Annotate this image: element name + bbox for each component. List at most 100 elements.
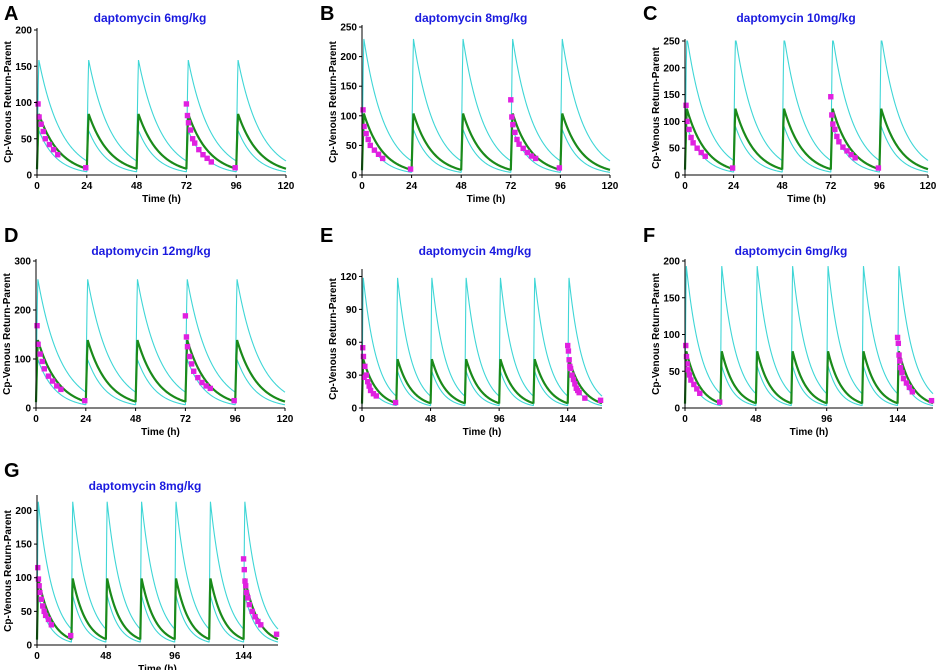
observed-point (897, 364, 904, 371)
y-axis-label: Cp-Venous Return-Parent (328, 277, 339, 399)
observed-point (187, 127, 194, 133)
x-tick-label: 0 (359, 181, 365, 192)
median-line (35, 113, 287, 170)
upper-bound-line (361, 277, 603, 398)
lower-bound-line (684, 126, 929, 173)
x-tick-label: 24 (81, 181, 93, 192)
upper-bound-line (35, 279, 286, 394)
observed-point (183, 101, 190, 107)
y-tick-label: 200 (15, 26, 32, 37)
observed-point (200, 152, 206, 158)
observed-point (569, 372, 575, 378)
y-tick-label: 200 (15, 506, 32, 517)
x-tick-label: 24 (728, 181, 740, 192)
y-tick-label: 300 (14, 257, 31, 268)
x-tick-label: 24 (80, 414, 92, 425)
observed-point (54, 383, 60, 389)
observed-point (242, 578, 248, 584)
observed-point (367, 387, 374, 394)
observed-point (50, 146, 57, 153)
panel-title: daptomycin 10mg/kg (736, 11, 855, 25)
observed-point (245, 595, 251, 601)
y-tick-label: 150 (15, 62, 32, 73)
upper-bound-line (36, 59, 287, 162)
observed-point (909, 389, 916, 395)
panel-letter: D (4, 225, 18, 247)
observed-point (249, 608, 255, 615)
observed-point (40, 128, 46, 135)
observed-point (582, 395, 588, 401)
observed-point (528, 153, 535, 159)
y-tick-label: 30 (346, 371, 358, 382)
observed-point (232, 165, 238, 171)
observed-point (570, 376, 577, 383)
median-line (683, 351, 934, 405)
observed-point (83, 165, 89, 171)
observed-point (207, 385, 213, 392)
y-axis-label: Cp-Venous Return-Parent (328, 40, 339, 162)
observed-point (716, 399, 723, 405)
median-line (683, 108, 929, 171)
upper-bound-line (36, 501, 279, 631)
observed-point (375, 151, 382, 157)
observed-point (38, 596, 44, 602)
observed-point (694, 386, 700, 392)
x-axis-label: Time (h) (141, 427, 180, 438)
observed-point (370, 391, 377, 397)
observed-point (35, 341, 41, 347)
x-tick-label: 0 (682, 414, 688, 425)
observed-point (565, 348, 572, 354)
observed-point (407, 166, 414, 172)
y-tick-label: 50 (21, 607, 33, 618)
x-axis-label: Time (h) (790, 427, 829, 438)
y-tick-label: 0 (26, 641, 32, 652)
observed-point (829, 112, 835, 118)
observed-point (363, 130, 369, 137)
observed-point (41, 366, 47, 372)
y-tick-label: 150 (663, 90, 680, 101)
panel-letter: E (320, 225, 333, 247)
observed-point (231, 397, 237, 404)
observed-point (191, 368, 197, 374)
upper-bound-line (684, 266, 934, 395)
observed-point (192, 140, 198, 146)
x-tick-label: 0 (33, 414, 39, 425)
x-tick-label: 48 (750, 414, 762, 425)
observed-point (184, 344, 191, 350)
y-tick-label: 200 (663, 63, 680, 74)
observed-point (729, 165, 736, 171)
observed-point (567, 365, 574, 372)
x-tick-label: 96 (874, 181, 886, 192)
observed-point (241, 566, 247, 573)
observed-point (512, 129, 518, 136)
lower-bound-line (36, 595, 279, 643)
lower-bound-line (35, 359, 286, 406)
panel-title: daptomycin 4mg/kg (419, 244, 532, 258)
panel-letter: G (4, 460, 20, 482)
observed-point (246, 601, 253, 608)
observed-point (82, 397, 88, 404)
lower-bound-line (361, 129, 611, 173)
x-tick-label: 96 (231, 181, 243, 192)
observed-point (184, 112, 191, 119)
observed-point (685, 367, 691, 373)
observed-point (508, 97, 514, 103)
observed-point (45, 373, 52, 379)
panel-title: daptomycin 6mg/kg (94, 11, 207, 25)
x-axis-label: Time (h) (142, 194, 181, 205)
observed-point (36, 114, 42, 120)
x-tick-label: 48 (130, 414, 142, 425)
upper-bound-line (684, 40, 929, 162)
observed-point (694, 145, 700, 151)
y-tick-label: 0 (25, 404, 31, 415)
observed-point (49, 378, 56, 384)
observed-point (520, 145, 526, 152)
y-tick-label: 100 (663, 330, 680, 341)
observed-point (556, 165, 563, 171)
observed-point (690, 140, 696, 146)
x-axis-label: Time (h) (463, 427, 502, 438)
